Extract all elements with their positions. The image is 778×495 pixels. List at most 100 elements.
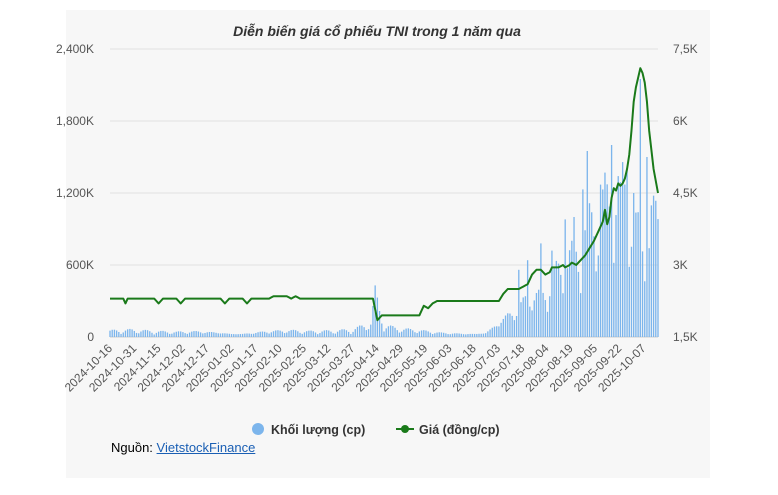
volume-bar (511, 315, 513, 337)
volume-bar (639, 79, 641, 337)
volume-bar (425, 330, 427, 337)
volume-bar (323, 330, 326, 337)
volume-bar (465, 334, 467, 337)
volume-bar (405, 328, 407, 337)
volume-bar (396, 330, 398, 337)
volume-bar (182, 332, 184, 337)
volume-bar (555, 260, 558, 337)
volume-bar (129, 328, 131, 337)
volume-bar (418, 331, 421, 337)
volume-bar (484, 333, 487, 337)
volume-bar (204, 332, 206, 337)
volume-bar (244, 333, 246, 337)
source-link[interactable]: VietstockFinance (156, 440, 256, 455)
volume-bar (279, 330, 281, 337)
volume-bar (403, 329, 405, 337)
volume-bar (502, 318, 504, 337)
volume-bar (272, 331, 275, 337)
volume-bar (191, 331, 193, 337)
legend-volume-label[interactable]: Khối lượng (cp) (271, 423, 365, 437)
legend-volume-marker (252, 423, 264, 435)
volume-bar (325, 330, 328, 337)
volume-bar (367, 329, 370, 337)
volume-bar (166, 332, 169, 337)
volume-bar (237, 334, 239, 337)
legend-price-label[interactable]: Giá (đồng/cp) (419, 423, 500, 437)
volume-bar (350, 334, 352, 337)
volume-bar (644, 281, 646, 337)
volume-bar (427, 331, 429, 337)
source-note: Nguồn: VietstockFinance (111, 440, 255, 455)
volume-bar (321, 331, 323, 337)
volume-bar (193, 331, 195, 337)
volume-bar (473, 333, 476, 337)
volume-bar (294, 330, 297, 337)
volume-bar (188, 332, 191, 337)
volume-bar (588, 203, 591, 337)
volume-bar (650, 205, 653, 337)
volume-bar (604, 172, 606, 337)
volume-bar (398, 332, 401, 337)
volume-bar (336, 331, 339, 337)
volume-bar (635, 212, 637, 337)
volume-bar (328, 330, 330, 337)
volume-bar (266, 332, 268, 337)
volume-bar (568, 250, 571, 337)
volume-bar (524, 296, 527, 337)
volume-bar (261, 331, 264, 337)
volume-bar (493, 326, 496, 337)
volume-bar (546, 311, 549, 337)
volume-bar (476, 333, 478, 337)
volume-bar (436, 332, 438, 337)
volume-bar (496, 326, 498, 337)
volume-bar (180, 331, 182, 337)
y-left-tick-label: 600K (66, 258, 94, 272)
volume-bar (354, 329, 356, 337)
volume-bar (197, 331, 200, 337)
volume-bar (131, 329, 133, 337)
y-left-tick-label: 0 (87, 330, 94, 344)
volume-bar (241, 333, 244, 337)
volume-bar (487, 331, 489, 337)
volume-bar (210, 332, 213, 337)
volume-bar (637, 212, 639, 337)
volume-bar (507, 313, 509, 337)
volume-bar (286, 332, 288, 337)
volume-bar (383, 331, 385, 337)
volume-bar (617, 176, 619, 337)
legend[interactable]: Khối lượng (cp) Giá (đồng/cp) (252, 423, 500, 437)
chart-title: Diễn biến giá cổ phiếu TNI trong 1 năm q… (233, 23, 521, 39)
volume-bar (449, 334, 451, 337)
volume-bar (491, 327, 493, 337)
volume-bar (586, 151, 588, 337)
volume-bar (226, 333, 228, 337)
volume-bar (122, 332, 124, 337)
volume-bar (582, 189, 584, 337)
volume-bar (215, 332, 217, 337)
volume-bar (454, 333, 456, 337)
volume-bar (217, 333, 219, 337)
volume-bar (566, 268, 569, 337)
volume-bar (317, 334, 319, 337)
volume-bar (305, 331, 308, 337)
volume-bar (500, 322, 502, 337)
volume-bar (146, 330, 149, 337)
volume-bar (535, 292, 538, 337)
y-right-tick-label: 1,5K (673, 330, 698, 344)
volume-bar (109, 330, 111, 337)
volume-bar (648, 248, 650, 337)
volume-bar (151, 332, 153, 337)
volume-bar (343, 329, 345, 337)
volume-bar (142, 330, 144, 337)
volume-bar (482, 333, 485, 337)
volume-bar (407, 328, 409, 337)
price-series-line (110, 67, 659, 322)
volume-bar (213, 332, 215, 337)
volume-bar (233, 334, 235, 337)
volume-bar (549, 296, 551, 337)
volume-bar (202, 333, 204, 337)
volume-bar (608, 206, 611, 337)
volume-bar (160, 330, 162, 337)
volume-bar (409, 328, 412, 337)
